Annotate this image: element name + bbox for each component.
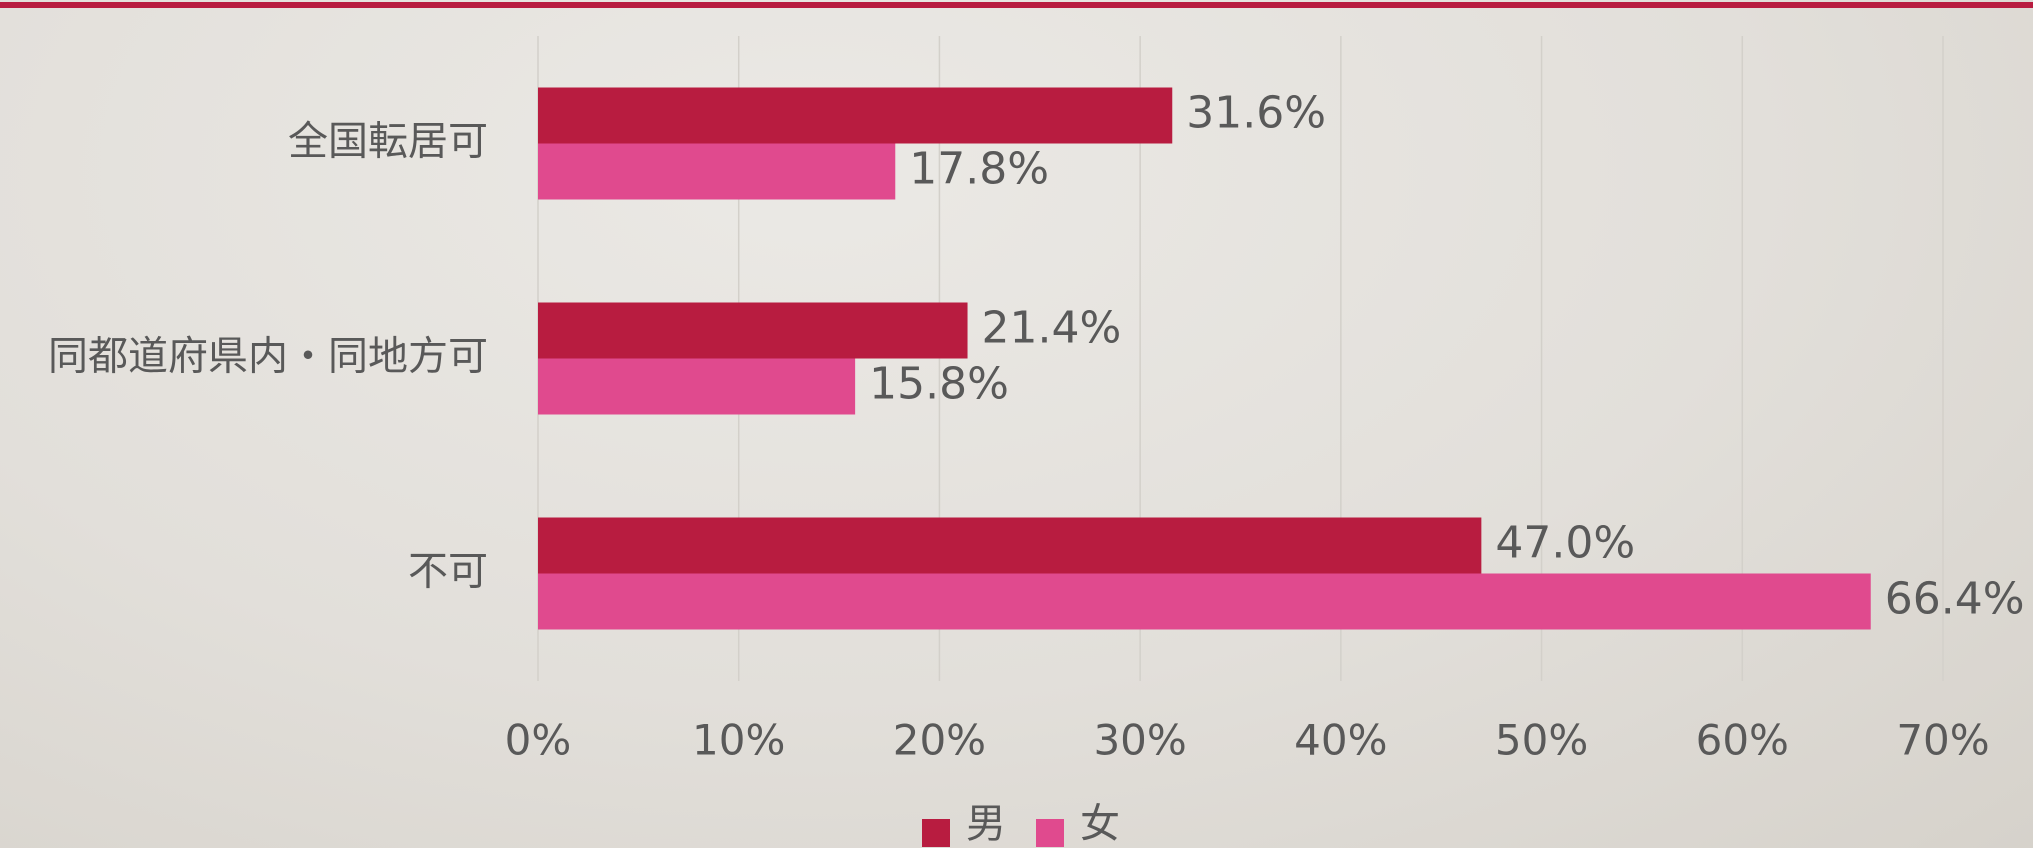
- value-label: 47.0%: [1495, 518, 1635, 569]
- bar: [538, 573, 1871, 630]
- y-tick-label: 同都道府県内・同地方可: [48, 334, 488, 380]
- x-tick-label: 60%: [1696, 716, 1789, 765]
- bar: [538, 143, 896, 200]
- x-tick-label: 50%: [1495, 716, 1588, 765]
- x-tick-label: 0%: [505, 716, 572, 765]
- value-label: 31.6%: [1186, 88, 1326, 139]
- bar: [538, 87, 1173, 144]
- x-tick-label: 20%: [893, 716, 986, 765]
- x-tick-label: 40%: [1294, 716, 1387, 765]
- value-label: 15.8%: [869, 359, 1009, 410]
- value-label: 17.8%: [909, 144, 1049, 195]
- y-tick-label: 不可: [408, 549, 488, 595]
- bar: [538, 358, 856, 415]
- legend-swatch: [922, 819, 950, 847]
- x-tick-label: 10%: [692, 716, 785, 765]
- x-tick-label: 70%: [1896, 716, 1989, 765]
- legend-label: 男: [966, 801, 1006, 847]
- bar: [538, 302, 968, 359]
- value-label: 21.4%: [982, 303, 1122, 354]
- y-tick-label: 全国転居可: [288, 119, 488, 165]
- value-label: 66.4%: [1885, 574, 2025, 625]
- bar: [538, 517, 1482, 574]
- top-rule: [0, 2, 2033, 8]
- x-tick-label: 30%: [1093, 716, 1186, 765]
- legend-swatch: [1036, 819, 1064, 847]
- legend-label: 女: [1080, 801, 1120, 847]
